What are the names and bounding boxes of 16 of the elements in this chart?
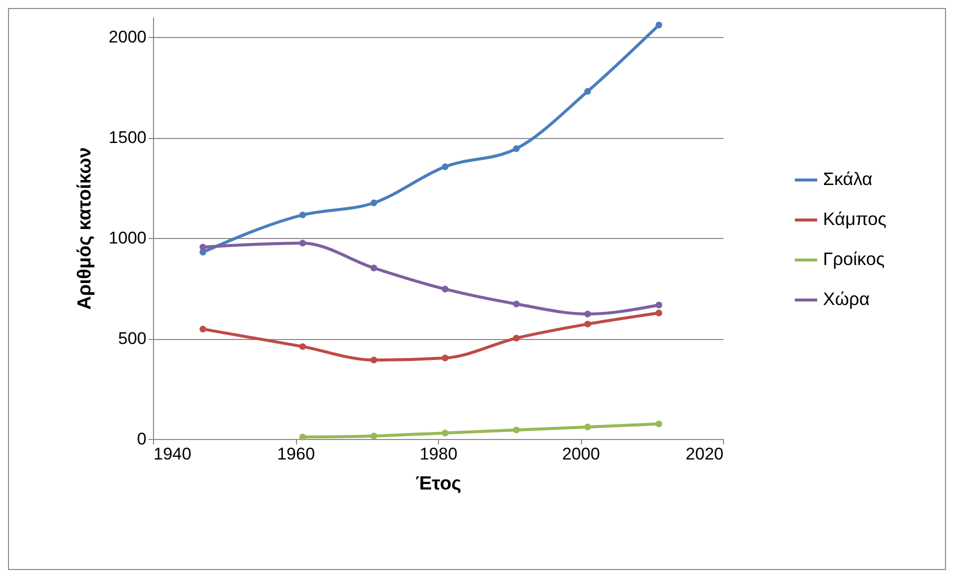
legend-label: Σκάλα	[823, 169, 872, 189]
y-tick-label: 0	[137, 430, 146, 448]
y-tick-label: 1500	[108, 128, 146, 148]
y-tick-label: 500	[118, 329, 146, 348]
x-tick-label: 1960	[277, 444, 315, 464]
legend-label: Γροίκος	[823, 249, 885, 269]
x-tick-label: 2020	[686, 444, 724, 464]
x-tick-label: 2000	[562, 444, 600, 464]
y-tick-label: 1000	[108, 228, 146, 248]
x-tick-label: 1940	[154, 444, 192, 464]
x-axis-title: Έτος	[416, 474, 462, 494]
y-tick-label: 2000	[108, 28, 146, 47]
legend-label: Κάμπος	[823, 209, 887, 229]
x-tick-label: 1980	[420, 444, 458, 464]
legend-label: Χώρα	[823, 289, 870, 309]
y-axis-title: Αριθμός κατοίκων	[74, 147, 96, 310]
